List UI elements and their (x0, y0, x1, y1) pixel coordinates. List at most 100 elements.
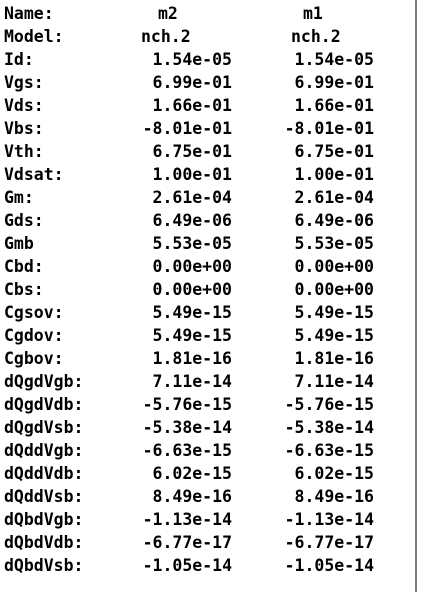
m1-value: 5.49e-15 (294, 303, 374, 322)
parameter-row: dQgdVgb: 7.11e-14 7.11e-14 (0, 370, 417, 393)
m2-value: 5.49e-15 (152, 303, 232, 322)
report-rows: Name: m2 m1 Model: nch.2 nch.2 Id: 1.54e-… (0, 2, 417, 577)
m1-value: 6.02e-15 (294, 464, 374, 483)
m1-value: 1.00e-01 (294, 165, 374, 184)
device-m1-model: nch.2 (291, 27, 341, 46)
parameter-row: dQddVsb: 8.49e-16 8.49e-16 (0, 485, 417, 508)
parameter-label: dQddVsb: (4, 487, 84, 506)
parameter-row: dQgdVsb: -5.38e-14 -5.38e-14 (0, 416, 417, 439)
m1-value: 8.49e-16 (294, 487, 374, 506)
parameter-label: Vds: (4, 96, 44, 115)
m1-value: -5.38e-14 (284, 418, 374, 437)
m2-value: -6.77e-17 (142, 533, 232, 552)
m2-value: 1.81e-16 (152, 349, 232, 368)
m2-value: -6.63e-15 (142, 441, 232, 460)
m1-value: -5.76e-15 (284, 395, 374, 414)
m2-value: 1.54e-05 (152, 50, 232, 69)
parameter-label: Vbs: (4, 119, 44, 138)
parameter-label: Cgsov: (4, 303, 64, 322)
parameter-label: dQddVdb: (4, 464, 84, 483)
header-row: Name: m2 m1 (0, 2, 417, 25)
parameter-row: dQgdVdb: -5.76e-15 -5.76e-15 (0, 393, 417, 416)
parameter-row: dQbdVdb: -6.77e-17 -6.77e-17 (0, 531, 417, 554)
parameter-row: dQbdVgb: -1.13e-14 -1.13e-14 (0, 508, 417, 531)
device-m2-model: nch.2 (141, 27, 191, 46)
m2-value: -1.05e-14 (142, 556, 232, 575)
m2-value: 1.00e-01 (152, 165, 232, 184)
m2-value: 2.61e-04 (152, 188, 232, 207)
m2-value: 6.75e-01 (152, 142, 232, 161)
parameter-row: Vdsat: 1.00e-01 1.00e-01 (0, 163, 417, 186)
m2-value: 7.11e-14 (152, 372, 232, 391)
m1-value: 6.99e-01 (294, 73, 374, 92)
m1-value: -1.13e-14 (284, 510, 374, 529)
m2-value: 5.49e-15 (152, 326, 232, 345)
m1-value: 1.54e-05 (294, 50, 374, 69)
name-label: Name: (4, 4, 54, 23)
parameter-row: Cgdov: 5.49e-15 5.49e-15 (0, 324, 417, 347)
m2-value: 6.49e-06 (152, 211, 232, 230)
m1-value: 6.49e-06 (294, 211, 374, 230)
parameter-label: Cbs: (4, 280, 44, 299)
parameter-label: Gm: (4, 188, 34, 207)
parameter-row: Vth: 6.75e-01 6.75e-01 (0, 140, 417, 163)
parameter-row: dQddVgb: -6.63e-15 -6.63e-15 (0, 439, 417, 462)
parameter-row: Cbs: 0.00e+00 0.00e+00 (0, 278, 417, 301)
m2-value: 6.02e-15 (152, 464, 232, 483)
parameter-row: Gmb 5.53e-05 5.53e-05 (0, 232, 417, 255)
m2-value: -1.13e-14 (142, 510, 232, 529)
m1-value: 5.49e-15 (294, 326, 374, 345)
parameter-label: Gmb (4, 234, 34, 253)
parameter-label: Cgdov: (4, 326, 64, 345)
parameter-label: dQbdVsb: (4, 556, 84, 575)
parameter-label: Vth: (4, 142, 44, 161)
m1-value: 6.75e-01 (294, 142, 374, 161)
m1-value: 0.00e+00 (294, 257, 374, 276)
m1-value: 1.81e-16 (294, 349, 374, 368)
m2-value: 1.66e-01 (152, 96, 232, 115)
m1-value: 1.66e-01 (294, 96, 374, 115)
parameter-row: Gds: 6.49e-06 6.49e-06 (0, 209, 417, 232)
model-row: Model: nch.2 nch.2 (0, 25, 417, 48)
m2-value: 0.00e+00 (152, 257, 232, 276)
m1-value: -6.77e-17 (284, 533, 374, 552)
parameter-row: Vds: 1.66e-01 1.66e-01 (0, 94, 417, 117)
m2-value: -8.01e-01 (142, 119, 232, 138)
parameter-label: dQbdVgb: (4, 510, 84, 529)
parameter-label: Cgbov: (4, 349, 64, 368)
m1-value: 2.61e-04 (294, 188, 374, 207)
m1-value: -6.63e-15 (284, 441, 374, 460)
parameter-row: dQbdVsb: -1.05e-14 -1.05e-14 (0, 554, 417, 577)
m2-value: 6.99e-01 (152, 73, 232, 92)
m1-value: 5.53e-05 (294, 234, 374, 253)
parameter-label: Gds: (4, 211, 44, 230)
m2-value: 0.00e+00 (152, 280, 232, 299)
parameter-label: Vgs: (4, 73, 44, 92)
m2-value: 5.53e-05 (152, 234, 232, 253)
parameter-row: Id: 1.54e-05 1.54e-05 (0, 48, 417, 71)
device-m1-header: m1 (303, 4, 323, 23)
parameter-label: Vdsat: (4, 165, 64, 184)
parameter-row: Cbd: 0.00e+00 0.00e+00 (0, 255, 417, 278)
model-label: Model: (4, 27, 64, 46)
parameter-label: dQbdVdb: (4, 533, 84, 552)
device-m2-header: m2 (158, 4, 178, 23)
parameter-label: dQddVgb: (4, 441, 84, 460)
parameter-label: dQgdVsb: (4, 418, 84, 437)
m1-value: -1.05e-14 (284, 556, 374, 575)
parameter-label: Cbd: (4, 257, 44, 276)
m2-value: -5.76e-15 (142, 395, 232, 414)
m2-value: 8.49e-16 (152, 487, 232, 506)
parameter-label: Id: (4, 50, 34, 69)
parameter-row: Cgbov: 1.81e-16 1.81e-16 (0, 347, 417, 370)
parameter-row: dQddVdb: 6.02e-15 6.02e-15 (0, 462, 417, 485)
m1-value: 7.11e-14 (294, 372, 374, 391)
parameter-rows: Id: 1.54e-05 1.54e-05 Vgs: 6.99e-01 6.99e-01 V… (0, 48, 417, 577)
parameter-row: Cgsov: 5.49e-15 5.49e-15 (0, 301, 417, 324)
m2-value: -5.38e-14 (142, 418, 232, 437)
m1-value: 0.00e+00 (294, 280, 374, 299)
parameter-row: Gm: 2.61e-04 2.61e-04 (0, 186, 417, 209)
parameter-row: Vbs: -8.01e-01 -8.01e-01 (0, 117, 417, 140)
m1-value: -8.01e-01 (284, 119, 374, 138)
